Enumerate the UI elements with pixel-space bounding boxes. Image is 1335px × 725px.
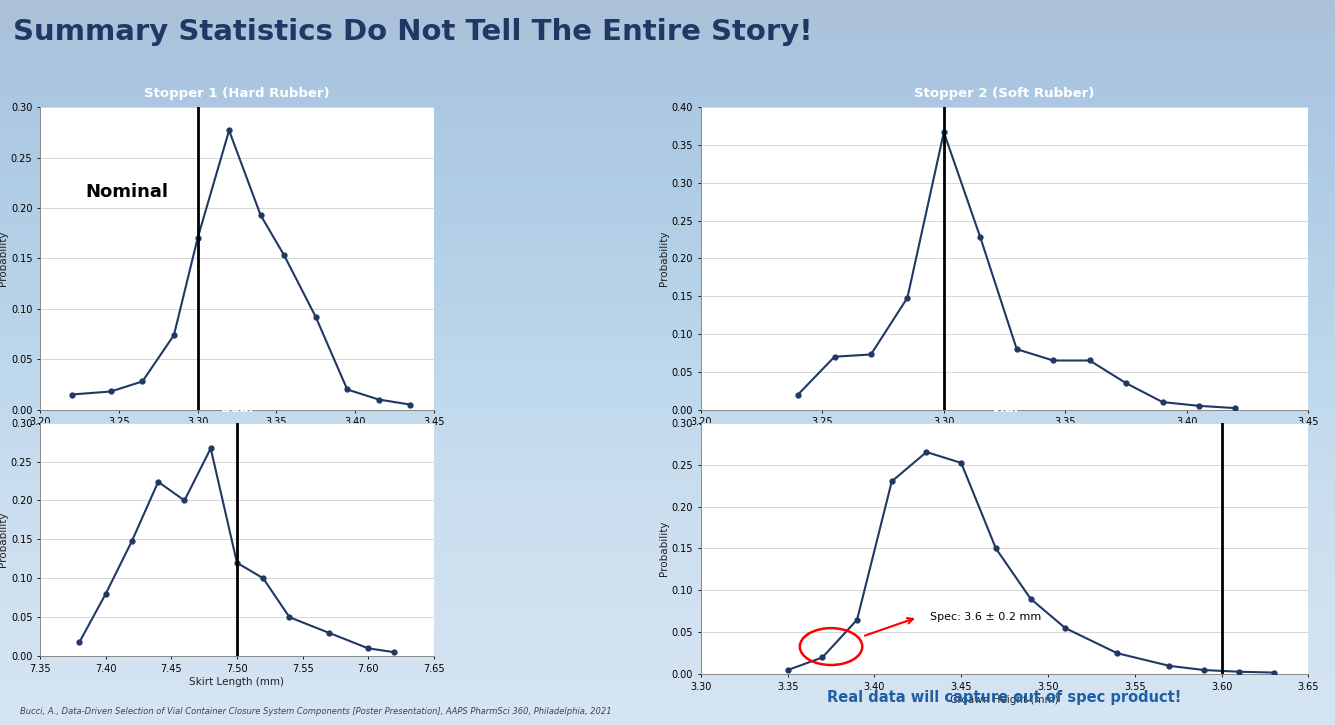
- Text: Stopper 1 (Hard Rubber): Stopper 1 (Hard Rubber): [144, 87, 330, 100]
- Text: Real data will capture out of spec product!: Real data will capture out of spec produ…: [828, 690, 1181, 705]
- X-axis label: Croawn Height (mm): Croawn Height (mm): [951, 695, 1059, 705]
- Text: Stopper 2 (Soft Rubber): Stopper 2 (Soft Rubber): [914, 87, 1095, 100]
- Text: Nominal: Nominal: [85, 183, 168, 201]
- Text: Vial: Vial: [991, 402, 1019, 415]
- Y-axis label: Probability: Probability: [0, 231, 8, 286]
- Text: Seal: Seal: [220, 402, 254, 415]
- Y-axis label: Probability: Probability: [659, 521, 669, 576]
- X-axis label: Flange Thickness (mm): Flange Thickness (mm): [176, 430, 298, 440]
- Text: Spec: 3.6 ± 0.2 mm: Spec: 3.6 ± 0.2 mm: [930, 612, 1041, 622]
- Y-axis label: Probability: Probability: [659, 231, 669, 286]
- X-axis label: Flange Thickness (mm): Flange Thickness (mm): [944, 430, 1065, 440]
- Text: Summary Statistics Do Not Tell The Entire Story!: Summary Statistics Do Not Tell The Entir…: [13, 18, 813, 46]
- Text: Bucci, A., Data-Driven Selection of Vial Container Closure System Components [Po: Bucci, A., Data-Driven Selection of Vial…: [20, 708, 611, 716]
- Y-axis label: Probability: Probability: [0, 512, 8, 567]
- X-axis label: Skirt Length (mm): Skirt Length (mm): [190, 676, 284, 687]
